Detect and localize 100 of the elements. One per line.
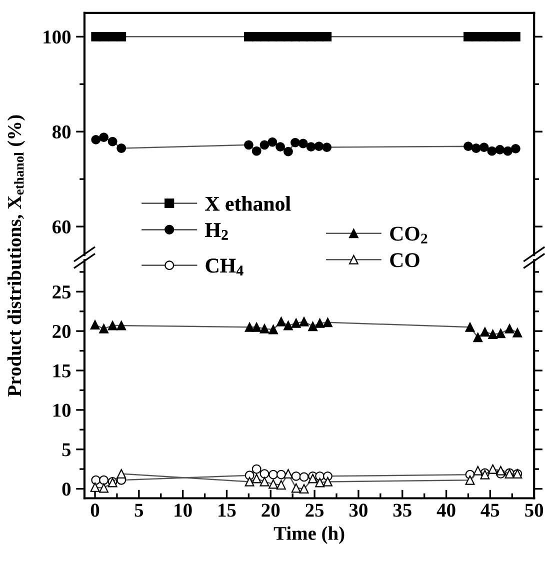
point: [291, 318, 301, 328]
point: [91, 134, 101, 144]
point: [464, 142, 473, 152]
x-tick-label: 45: [480, 504, 500, 517]
point: [116, 144, 126, 153]
x-tick-label: 50: [525, 504, 544, 517]
point: [504, 324, 514, 334]
x-tick-label: 10: [174, 504, 192, 517]
legend-label: CO: [390, 253, 420, 268]
y-tick-label: 60: [52, 220, 71, 234]
legend-label: CH$_{4}$: [206, 258, 244, 276]
point: [99, 475, 109, 485]
point: [260, 469, 270, 479]
point: [308, 322, 318, 332]
y-tick-label: 25: [52, 286, 71, 299]
point: [510, 144, 520, 154]
point: [315, 318, 325, 328]
point: [252, 464, 262, 474]
point: [276, 142, 286, 152]
x-tick-label: 30: [349, 504, 368, 517]
point: [260, 324, 270, 334]
point: [268, 137, 278, 147]
point: [276, 470, 286, 480]
point: [487, 146, 497, 156]
point: [116, 469, 126, 479]
point: [276, 316, 286, 326]
point: [299, 484, 309, 494]
point: [244, 322, 254, 332]
x-tick-label: 20: [262, 504, 280, 517]
point: [465, 475, 475, 485]
point: [322, 142, 332, 152]
point: [298, 138, 308, 148]
point: [268, 470, 278, 480]
point: [299, 316, 309, 326]
legend-label: H$_{2}$: [205, 223, 228, 240]
point: [291, 483, 301, 493]
point: [299, 472, 309, 482]
point: [488, 464, 498, 474]
y-tick-label: 10: [53, 404, 71, 417]
y-tick-label: 80: [52, 125, 71, 139]
point: [496, 328, 506, 338]
legend-label: X ethanol: [205, 196, 291, 211]
point: [244, 476, 254, 486]
point: [503, 146, 512, 156]
point: [473, 466, 483, 476]
point: [465, 322, 475, 332]
y-tick-label: 15: [53, 364, 71, 378]
point: [99, 132, 109, 142]
point: [99, 324, 109, 334]
point: [323, 476, 332, 486]
y-tick-label: 100: [44, 30, 71, 44]
x-axis-title: Time (h): [274, 526, 344, 544]
point: [314, 142, 324, 152]
point: [116, 320, 126, 330]
point: [252, 322, 262, 332]
point: [283, 469, 293, 479]
point: [260, 140, 270, 150]
x-tick-label: 0: [90, 504, 100, 517]
point: [512, 328, 522, 338]
point: [116, 32, 126, 42]
point: [283, 320, 293, 330]
x-tick-label: 15: [218, 504, 236, 517]
point: [315, 478, 325, 488]
point: [496, 466, 506, 476]
point: [306, 142, 316, 152]
point: [308, 474, 318, 484]
point: [244, 140, 254, 150]
point: [510, 32, 520, 42]
y-tick-label: 20: [52, 324, 71, 338]
y-axis-title: Product distributions, X$_{ethanol}$ (%): [7, 115, 26, 397]
point: [252, 146, 262, 156]
point: [108, 320, 118, 330]
point: [252, 474, 262, 484]
point: [268, 479, 278, 489]
point: [473, 332, 483, 342]
point: [322, 32, 332, 42]
point: [108, 32, 118, 42]
x-tick-label: 40: [436, 504, 456, 517]
x-tick-label: 5: [134, 504, 144, 517]
point: [90, 320, 100, 330]
y-tick-label: 0: [62, 482, 71, 496]
point: [495, 144, 505, 154]
point: [290, 138, 300, 148]
point: [99, 32, 109, 42]
point: [90, 482, 100, 492]
point: [260, 476, 270, 486]
point: [323, 318, 332, 328]
point: [488, 330, 498, 339]
point: [480, 327, 490, 337]
point: [471, 144, 481, 153]
point: [108, 136, 118, 146]
point: [479, 142, 489, 152]
x-tick-label: 35: [393, 504, 412, 517]
legend-label: CO$_{2}$: [390, 226, 428, 244]
point: [283, 146, 293, 156]
x-tick-label: 25: [306, 504, 324, 517]
point: [268, 324, 278, 334]
point: [99, 483, 109, 493]
point: [276, 480, 286, 490]
y-tick-label: 5: [62, 443, 71, 456]
